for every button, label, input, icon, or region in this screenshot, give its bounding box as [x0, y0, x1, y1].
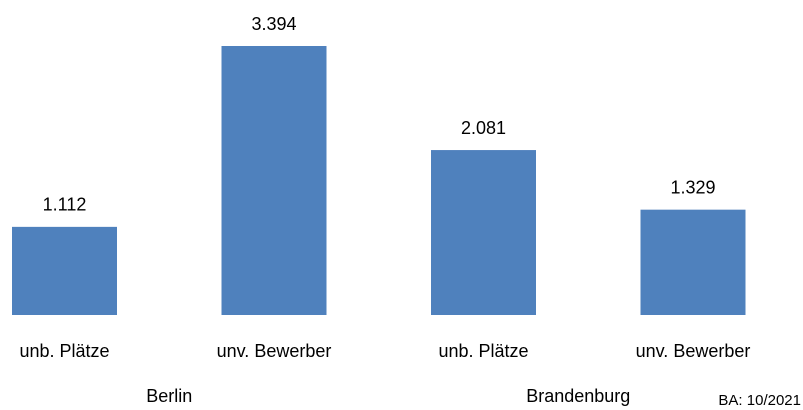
x-tick-label: unv. Bewerber	[217, 341, 332, 361]
bar	[12, 226, 117, 315]
x-tick-label: unb. Plätze	[438, 341, 528, 361]
source-note: BA: 10/2021	[718, 392, 801, 409]
bar	[221, 46, 327, 315]
value-label: 2.081	[461, 118, 506, 138]
x-tick-label: unv. Bewerber	[636, 341, 751, 361]
value-label: 1.329	[670, 177, 715, 197]
value-label: 3.394	[251, 14, 296, 34]
value-label: 1.112	[43, 195, 87, 215]
group-label: Berlin	[146, 386, 192, 406]
group-label: Brandenburg	[526, 386, 630, 406]
bar	[640, 209, 746, 315]
bar	[431, 150, 536, 315]
x-tick-label: unb. Plätze	[19, 341, 109, 361]
